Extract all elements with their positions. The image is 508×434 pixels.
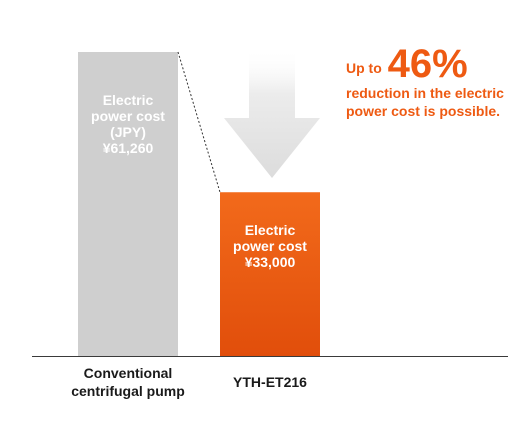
category-label-line: Conventional (83, 365, 173, 381)
bar-label-value: ¥33,000 (244, 254, 296, 271)
bar-value-label-yth-et216: Electric power cost ¥33,000 (220, 222, 320, 270)
callout-percent: 46% (387, 42, 468, 86)
category-label-line: centrifugal pump (71, 383, 185, 399)
bar-label-line: power cost (91, 108, 165, 124)
category-label-yth-et216: YTH-ET216 (190, 373, 350, 391)
bar-label-line: Electric (244, 222, 296, 239)
bar-conventional (78, 52, 178, 356)
bar-label-line: (JPY) (110, 124, 146, 140)
bar-yth-et216 (220, 192, 320, 356)
bar-label-line: power cost (233, 238, 307, 255)
bar-value-label-conventional: Electric power cost (JPY) ¥61,260 (78, 92, 178, 156)
callout-line: power cost is possible. (346, 103, 501, 119)
category-label-line: YTH-ET216 (233, 374, 307, 390)
bar-label-line: Electric (102, 92, 154, 108)
callout-headline: Up to 46% (346, 44, 504, 84)
reduction-callout: Up to 46% reduction in the electric powe… (346, 44, 504, 120)
down-arrow-icon (224, 48, 320, 178)
reduction-connector-line (177, 51, 221, 193)
bar-label-value: ¥61,260 (102, 140, 154, 156)
callout-prefix: Up to (346, 60, 382, 76)
category-label-conventional: Conventional centrifugal pump (48, 364, 208, 400)
callout-line: reduction in the electric (346, 85, 504, 101)
